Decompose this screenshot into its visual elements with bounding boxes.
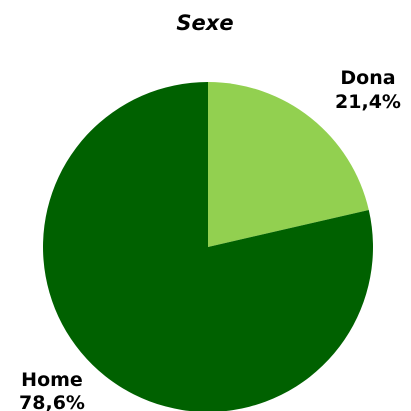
slice-label-home-category: Home bbox=[21, 369, 83, 391]
slice-label-home: Home 78,6% bbox=[19, 369, 85, 411]
pie-slices bbox=[43, 81, 373, 411]
slice-label-home-value: 78,6% bbox=[19, 392, 85, 411]
slice-label-dona-category: Dona bbox=[340, 67, 395, 89]
pie-slice-dona bbox=[208, 81, 369, 247]
slice-label-dona-value: 21,4% bbox=[335, 91, 401, 113]
slice-label-dona: Dona 21,4% bbox=[335, 67, 401, 113]
chart-title: Sexe bbox=[176, 11, 233, 35]
pie-slice-home bbox=[43, 82, 373, 411]
